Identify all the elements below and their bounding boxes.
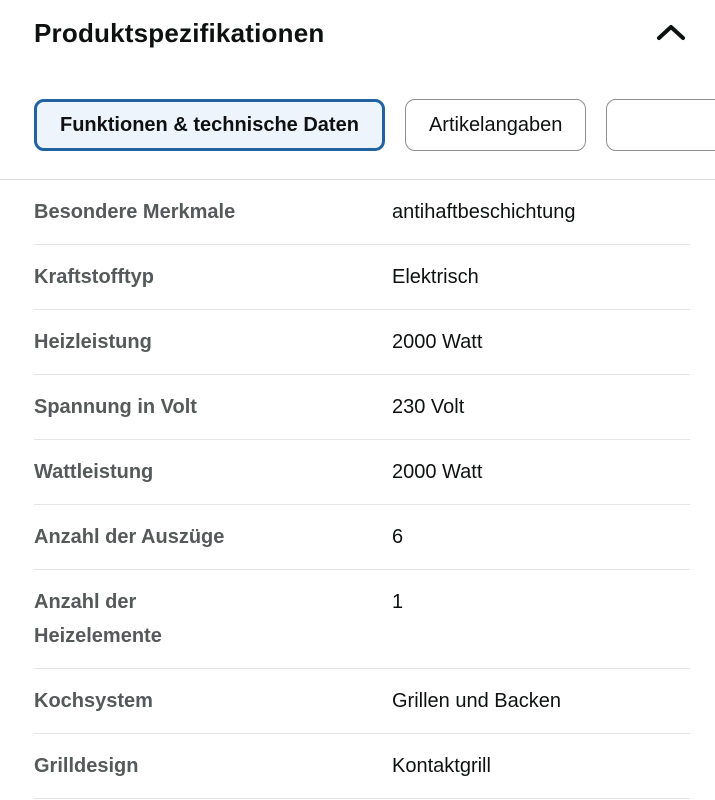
spec-label: Besondere Merkmale — [34, 201, 236, 223]
spec-row: Heizleistung 2000 Watt — [34, 310, 690, 375]
spec-row: Anzahl der Auszüge 6 — [34, 505, 690, 570]
spec-tab-label: Funktionen & technische Daten — [60, 113, 359, 136]
spec-row: Anzahl der Heizelemente 1 — [34, 570, 690, 669]
chevron-up-icon — [654, 23, 688, 43]
spec-value: Elektrisch — [392, 266, 479, 288]
spec-row: Spannung in Volt 230 Volt — [34, 375, 690, 440]
spec-label: Kraftstofftyp — [34, 266, 154, 288]
spec-tab[interactable]: Funktionen & technische Daten — [34, 99, 385, 151]
spec-label: Anzahl der Heizelemente — [34, 591, 162, 647]
spec-tab[interactable]: Artikelangaben — [404, 99, 587, 151]
collapse-button[interactable] — [652, 19, 690, 47]
spec-tab[interactable] — [606, 99, 715, 151]
spec-tab-label: Artikelangaben — [428, 113, 563, 136]
spec-value: 2000 Watt — [392, 461, 483, 483]
spec-label: Spannung in Volt — [34, 396, 197, 418]
spec-label: Kochsystem — [34, 690, 153, 712]
tabs-divider — [0, 179, 715, 180]
spec-label: Wattleistung — [34, 461, 154, 483]
spec-value: 6 — [392, 526, 404, 548]
spec-tabs: Funktionen & technische Daten Artikelang… — [0, 99, 715, 151]
spec-label: Heizleistung — [34, 331, 152, 353]
spec-value: Kontaktgrill — [392, 755, 491, 777]
spec-value: 1 — [392, 591, 404, 613]
spec-table: Besondere Merkmale antihaftbeschichtung … — [0, 180, 715, 799]
spec-value: Grillen und Backen — [392, 690, 561, 712]
spec-value: 230 Volt — [392, 396, 465, 418]
spec-row: Kochsystem Grillen und Backen — [34, 669, 690, 734]
spec-row: Besondere Merkmale antihaftbeschichtung — [34, 180, 690, 245]
spec-value: antihaftbeschichtung — [392, 201, 576, 223]
spec-row: Wattleistung 2000 Watt — [34, 440, 690, 505]
spec-row: Grilldesign Kontaktgrill — [34, 734, 690, 799]
accordion-header: Produktspezifikationen — [0, 0, 715, 54]
spec-row: Kraftstofftyp Elektrisch — [34, 245, 690, 310]
spec-value: 2000 Watt — [392, 331, 483, 353]
spec-label: Anzahl der Auszüge — [34, 526, 225, 548]
spec-label: Grilldesign — [34, 755, 139, 777]
page-title: Produktspezifikationen — [34, 18, 325, 48]
